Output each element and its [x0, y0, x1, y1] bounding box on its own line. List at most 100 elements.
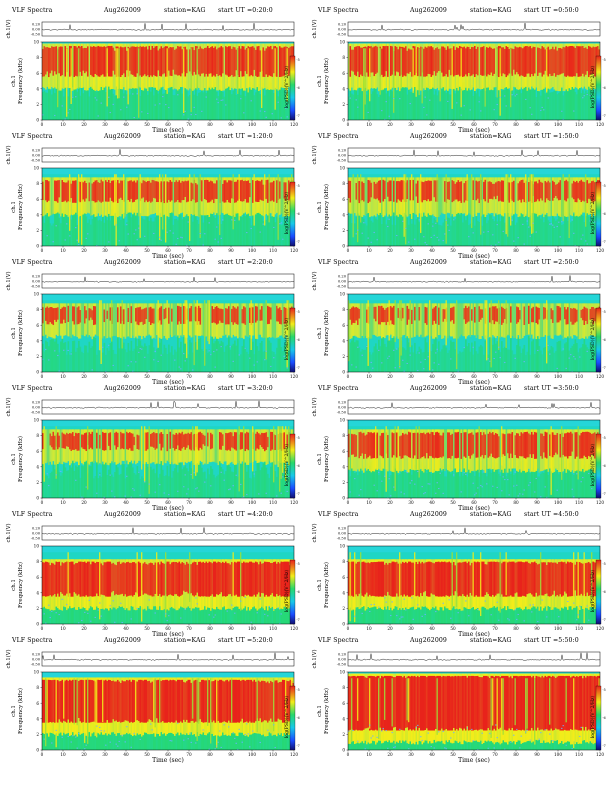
volt-tick-label: 0.20 — [338, 149, 347, 153]
colorbar-tick-label: -6 — [603, 86, 606, 90]
time-tick-label: 0 — [41, 248, 44, 253]
time-tick-label: 40 — [123, 752, 129, 757]
time-tick-label: 120 — [596, 374, 604, 379]
freq-axis-label: Frequency (kHz) — [323, 184, 330, 230]
time-axis-label: Time (sec) — [458, 379, 490, 386]
time-tick-label: 110 — [269, 752, 277, 757]
time-tick-label: 90 — [228, 122, 234, 127]
spectrogram-panel: VLF Spectra Aug262009 station=KAG start UT … — [306, 634, 612, 764]
freq-tick-label: 4 — [342, 212, 345, 217]
time-tick-label: 30 — [102, 374, 108, 379]
time-tick-label: 90 — [534, 500, 540, 505]
volt-tick-label: -0.50 — [337, 537, 347, 541]
time-axis-label: Time (sec) — [152, 127, 184, 134]
spectrogram-panel: VLF Spectra Aug262009 station=KAG start UT … — [306, 508, 612, 638]
time-tick-label: 70 — [492, 374, 498, 379]
time-tick-label: 70 — [492, 248, 498, 253]
colorbar — [289, 55, 296, 121]
colorbar-tick-label: -6 — [297, 464, 300, 468]
volt-axis-label: ch.1(V) — [311, 146, 318, 165]
time-tick-label: 120 — [596, 248, 604, 253]
station-label: station=KAG — [470, 637, 512, 644]
colorbar-tick-label: -6 — [603, 590, 606, 594]
time-tick-label: 10 — [366, 500, 372, 505]
time-tick-label: 70 — [186, 248, 192, 253]
voltage-frame — [347, 525, 601, 541]
time-tick-label: 50 — [144, 248, 150, 253]
colorbar-tick-label: -6 — [603, 212, 606, 216]
volt-tick-label: -0.50 — [337, 285, 347, 289]
time-tick-label: 60 — [471, 752, 477, 757]
start-ut-label: start UT =4:20:0 — [218, 511, 273, 518]
time-axis-label: Time (sec) — [152, 505, 184, 512]
voltage-frame — [41, 651, 295, 667]
freq-tick-label: 2 — [36, 102, 39, 107]
time-axis-label: Time (sec) — [458, 253, 490, 260]
freq-tick-label: 4 — [36, 716, 39, 721]
time-tick-label: 110 — [575, 626, 583, 631]
spectrogram-panel: VLF Spectra Aug262009 station=KAG start UT … — [0, 130, 306, 260]
volt-tick-label: 0.00 — [32, 658, 41, 662]
freq-tick-label: 2 — [342, 228, 345, 233]
voltage-frame — [41, 147, 295, 163]
freq-tick-label: 6 — [342, 575, 345, 580]
date-label: Aug262009 — [410, 259, 447, 266]
freq-tick-label: 10 — [340, 544, 346, 549]
time-tick-label: 60 — [471, 374, 477, 379]
freq-tick-label: 4 — [36, 86, 39, 91]
spectrogram-svg: 0.200.00-0.50 ch.1(V) 0 2 4 6 8 10 Frequency (kH… — [5, 398, 300, 513]
freq-tick-label: 2 — [342, 354, 345, 359]
freq-axis-label: Frequency (kHz) — [323, 436, 330, 482]
time-tick-label: 10 — [366, 122, 372, 127]
time-tick-label: 20 — [81, 752, 87, 757]
start-ut-label: start UT =5:50:0 — [524, 637, 579, 644]
chart-title: VLF Spectra — [318, 385, 359, 392]
time-tick-label: 100 — [554, 752, 562, 757]
time-tick-label: 40 — [123, 500, 129, 505]
freq-tick-label: 0 — [342, 118, 345, 123]
time-tick-label: 90 — [228, 374, 234, 379]
colorbar-tick-label: -5 — [297, 310, 300, 314]
time-tick-label: 0 — [347, 122, 350, 127]
time-tick-label: 90 — [228, 248, 234, 253]
freq-tick-label: 0 — [36, 748, 39, 753]
time-tick-label: 20 — [81, 248, 87, 253]
time-tick-label: 80 — [207, 500, 213, 505]
voltage-trace — [41, 400, 295, 409]
freq-tick-label: 0 — [36, 622, 39, 627]
volt-tick-label: 0.00 — [32, 154, 41, 158]
time-tick-label: 70 — [492, 752, 498, 757]
freq-tick-label: 8 — [342, 559, 345, 564]
colorbar-label: log(PSD)(V^2/Hz) — [283, 444, 290, 487]
colorbar-label: log(PSD)(V^2/Hz) — [283, 192, 290, 235]
time-axis-label: Time (sec) — [458, 631, 490, 638]
time-tick-label: 40 — [429, 752, 435, 757]
voltage-trace — [347, 527, 601, 535]
station-label: station=KAG — [164, 637, 206, 644]
time-tick-label: 90 — [534, 626, 540, 631]
time-tick-label: 50 — [144, 122, 150, 127]
freq-tick-label: 2 — [342, 606, 345, 611]
colorbar-tick-label: -5 — [603, 562, 606, 566]
time-tick-label: 60 — [165, 752, 171, 757]
time-axis-label: Time (sec) — [152, 379, 184, 386]
colorbar-tick-label: -7 — [297, 744, 300, 748]
time-tick-label: 110 — [575, 752, 583, 757]
colorbar-label: log(PSD)(V^2/Hz) — [589, 444, 596, 487]
volt-tick-label: -0.50 — [337, 663, 347, 667]
time-tick-label: 20 — [81, 122, 87, 127]
colorbar-tick-label: -5 — [297, 184, 300, 188]
freq-tick-label: 2 — [36, 354, 39, 359]
volt-tick-label: 0.00 — [338, 280, 347, 284]
time-tick-label: 30 — [102, 248, 108, 253]
time-tick-label: 10 — [366, 374, 372, 379]
freq-tick-label: 10 — [34, 544, 40, 549]
volt-axis-label: ch.1(V) — [311, 272, 318, 291]
time-tick-label: 10 — [366, 752, 372, 757]
volt-axis-label: ch.1(V) — [311, 650, 318, 669]
time-tick-label: 50 — [144, 374, 150, 379]
freq-tick-label: 4 — [36, 212, 39, 217]
time-tick-label: 90 — [228, 626, 234, 631]
time-tick-label: 40 — [429, 374, 435, 379]
